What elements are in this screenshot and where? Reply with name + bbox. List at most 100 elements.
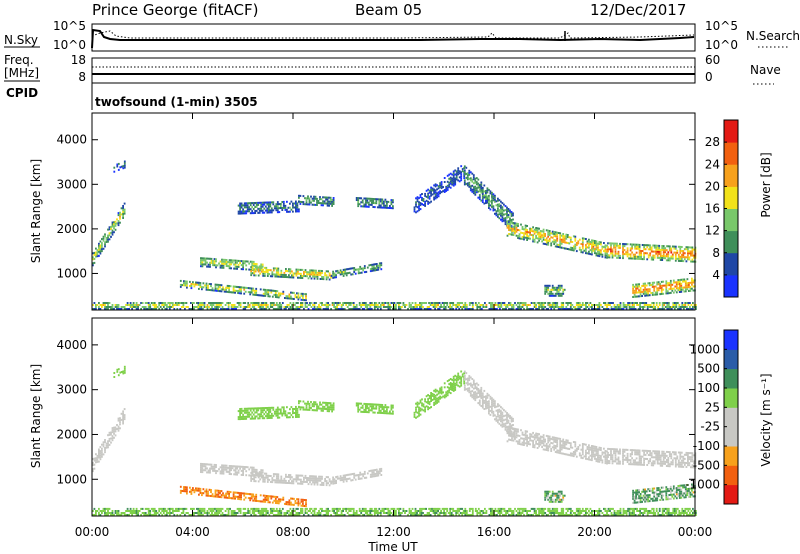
power-cell [285,274,287,276]
vel-cell [307,408,309,411]
power-cell [315,275,317,278]
vel-cell [424,408,426,411]
power-cell [421,203,423,205]
vel-cell [376,411,379,414]
vel-cell [532,431,534,434]
power-cell [278,275,281,278]
power-cell [548,290,551,293]
power-cell [665,286,668,289]
power-cell [257,201,260,204]
vel-cell [249,466,252,469]
vel-cell [183,488,185,491]
vel-cell [216,470,219,473]
power-cell [375,269,378,271]
vel-cell [254,474,257,477]
power-cell [378,306,381,308]
power-cell [269,209,272,212]
power-cell [299,296,301,299]
power-cell [675,287,678,290]
power-cell [147,302,150,304]
power-cell [606,244,608,247]
vel-cell [203,469,205,472]
vel-cell [267,415,270,417]
vel-cell [439,395,441,398]
vel-cell [372,469,375,472]
power-cell [477,184,480,187]
power-cell [633,302,635,304]
power-cell [551,284,554,287]
power-cell [283,306,286,308]
power-cell [347,272,350,275]
power-cell [253,272,256,275]
power-cell [92,262,94,265]
power-cell [475,187,478,190]
vel-cell [228,467,231,469]
vel-cell [278,412,281,415]
power-cell [275,207,278,210]
power-cell [436,192,438,195]
vel-cell [245,466,248,469]
power-cell [583,237,586,240]
power-cell [529,304,531,306]
vel-cell [204,463,207,466]
power-cell [428,197,431,200]
vel-cell [231,497,233,500]
power-cell [99,304,102,306]
power-cell [390,199,393,202]
power-cell [553,235,556,237]
power-cell [429,302,432,304]
power-cell [641,295,643,297]
power-cell [517,308,519,310]
vel-cell [107,440,109,443]
power-cell [598,306,601,308]
power-cell [551,306,554,308]
power-cell [592,308,595,310]
power-cell [419,194,422,197]
power-cell [428,306,430,308]
vel-cell [260,474,263,477]
power-cell [146,302,149,304]
power-cell [606,308,608,310]
vel-cell [308,406,311,409]
power-cell [369,197,372,200]
vel-cell [514,435,516,438]
vel-cell [475,382,478,385]
vel-cell [253,480,256,483]
power-cell [184,284,187,287]
vel-cell [222,492,224,495]
vel-cell [203,463,205,466]
power-cell [448,181,451,184]
power-cell [452,170,455,173]
power-cell [434,191,437,194]
vel-cell [475,396,478,399]
power-cell [337,302,340,304]
power-cell [439,182,441,185]
vel-cell [434,398,437,401]
vel-cell [208,494,211,497]
power-cell [235,289,238,292]
power-cell [171,306,174,308]
power-cell [571,249,574,252]
power-cell [168,306,171,308]
power-cell [101,306,103,308]
power-cell [116,306,118,308]
vel-cell [111,429,114,432]
power-cell [606,306,608,308]
power-cell [375,198,378,201]
vel-cell [102,443,105,446]
power-cell [436,196,438,199]
vel-cell [203,465,205,468]
power-cell [515,226,518,229]
noise-tick-top-right: 10^5 [705,19,738,33]
vel-cell [258,471,261,474]
vel-cell [312,479,314,482]
power-cell [434,302,436,304]
power-cell [421,193,423,195]
vel-cell [538,445,540,448]
power-cell [280,304,283,306]
power-cell [600,253,602,256]
power-cell [598,251,601,254]
power-cell [536,229,539,232]
power-cell [239,262,241,264]
vel-cell [494,404,496,407]
